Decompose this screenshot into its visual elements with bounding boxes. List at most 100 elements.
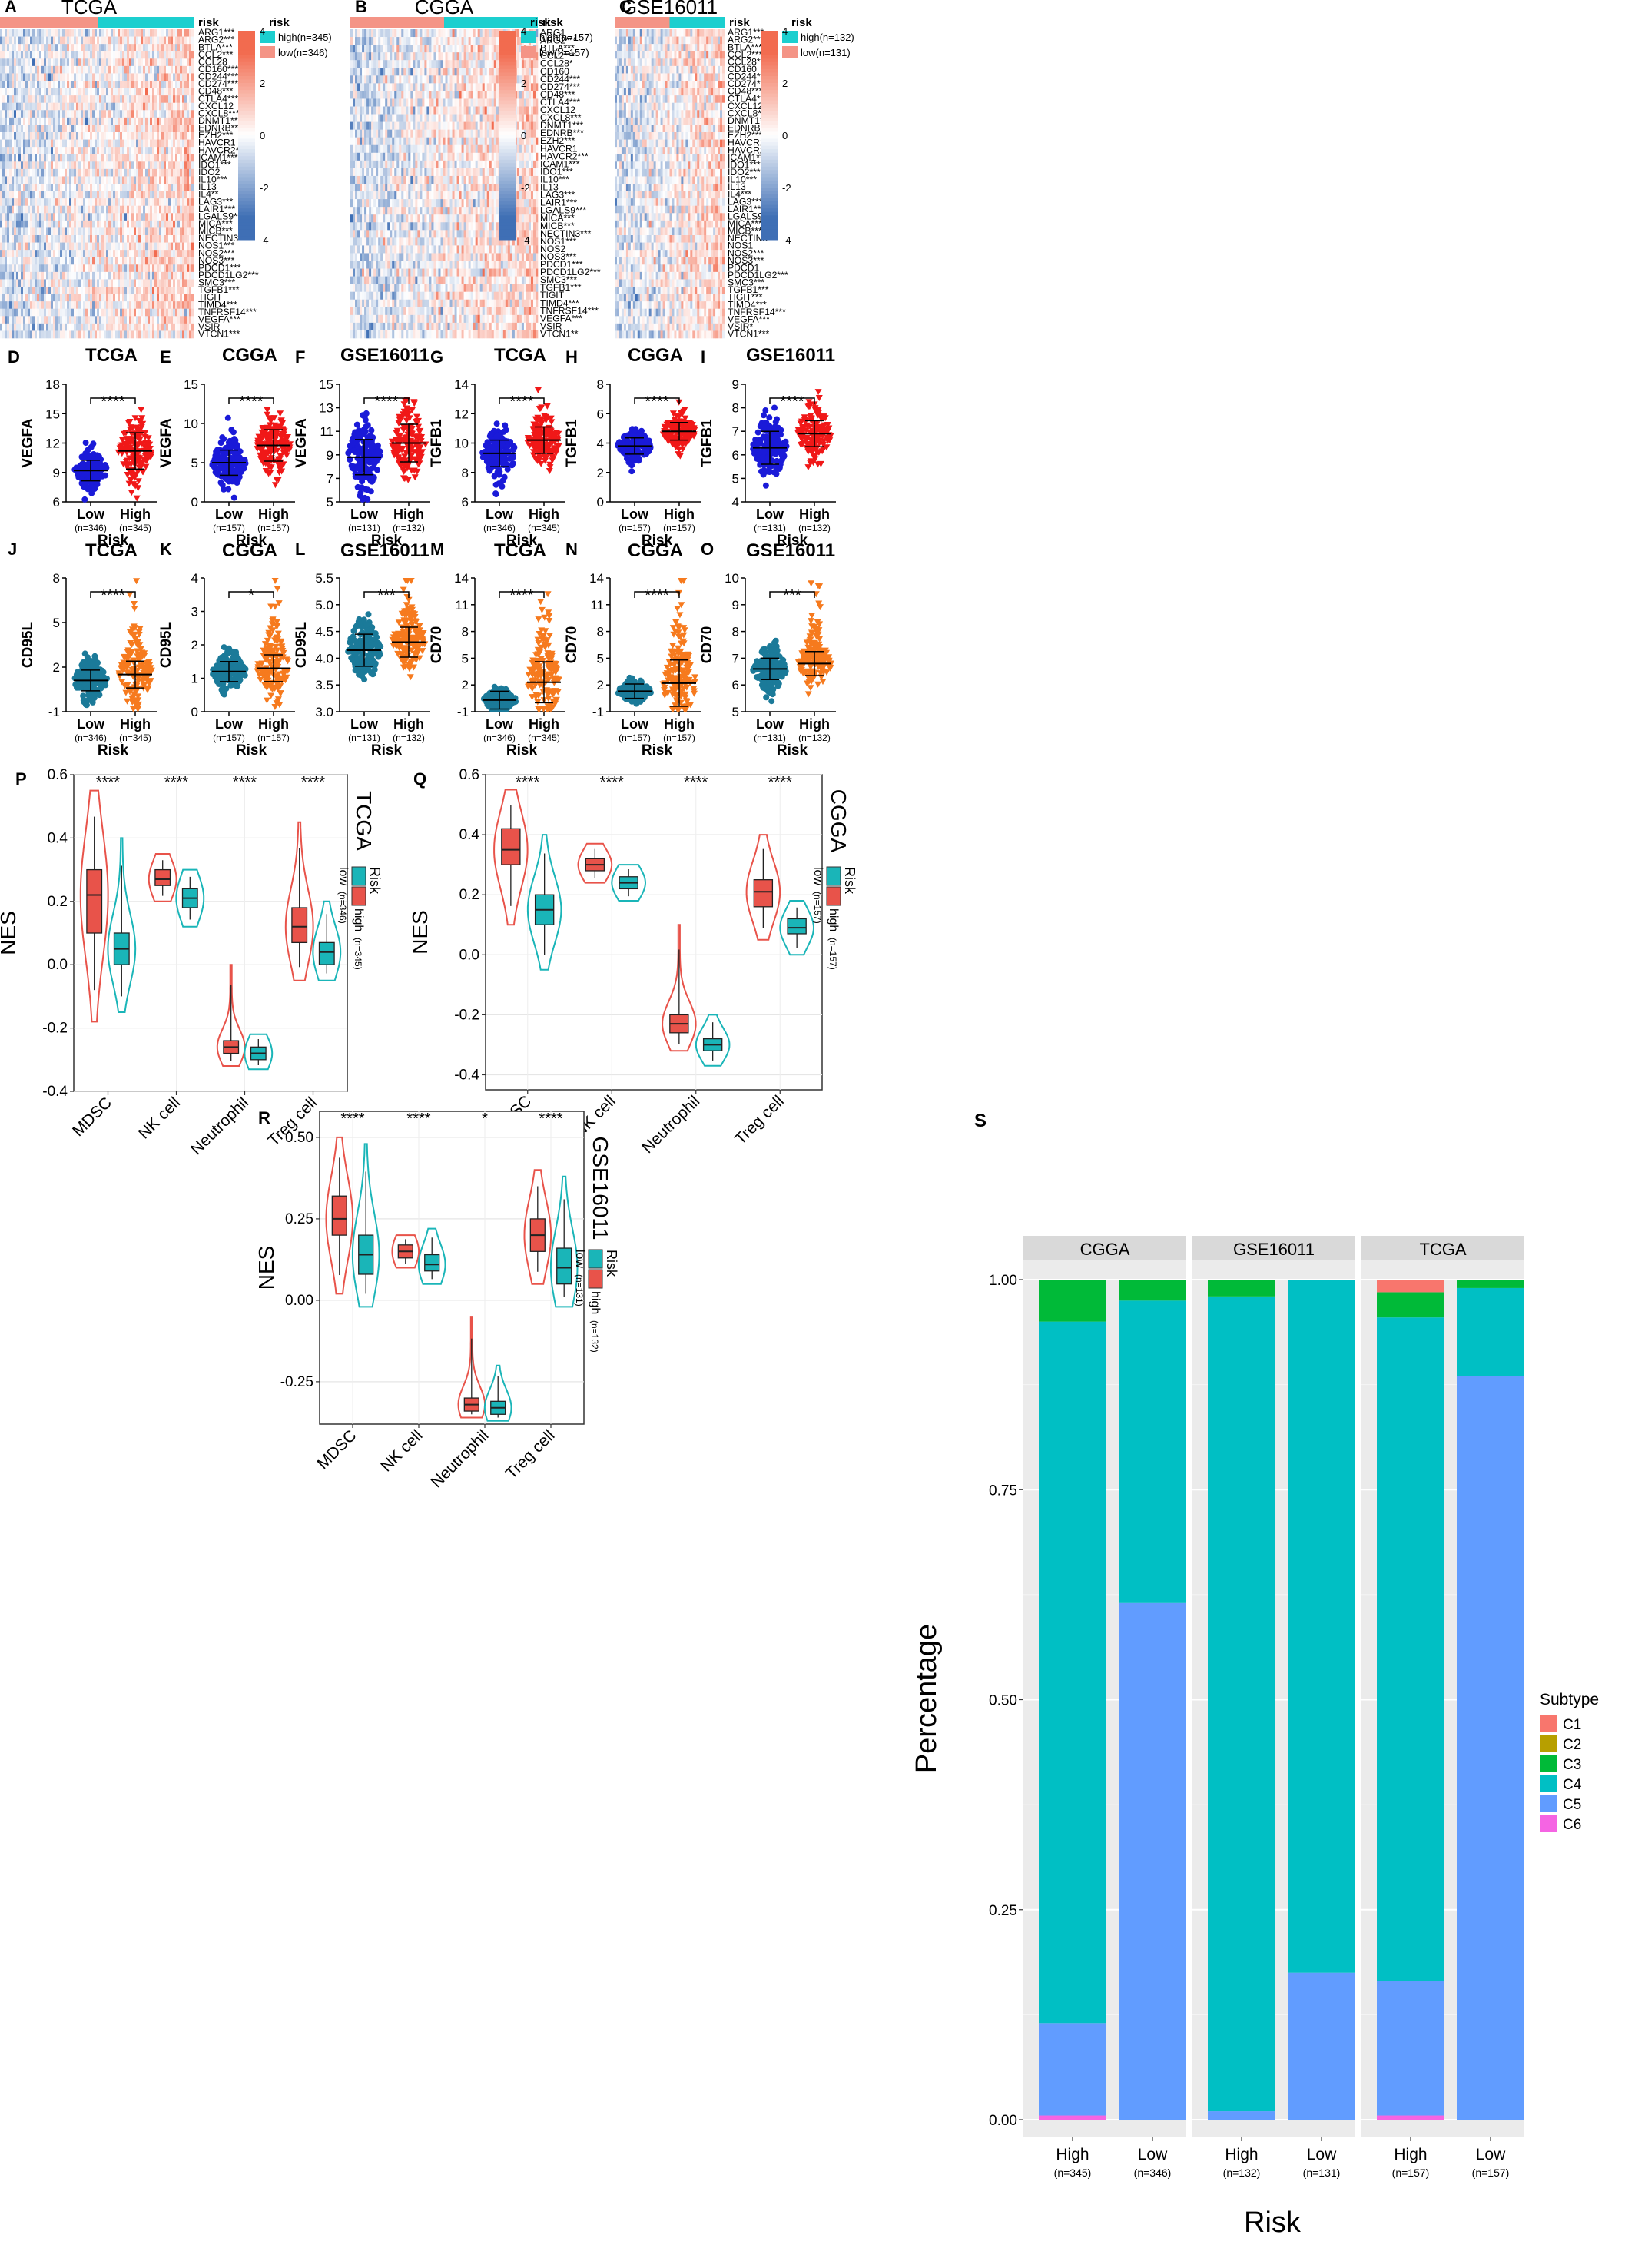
scale-step (238, 218, 255, 223)
heatmap-cell (383, 52, 386, 61)
heatmap-cell (180, 205, 183, 214)
heatmap-cell (124, 205, 128, 214)
heatmap-cell (35, 176, 38, 184)
heatmap-cell (65, 316, 68, 324)
heatmap-cell (53, 176, 56, 184)
heatmap-cell (417, 60, 420, 68)
heatmap-cell (62, 95, 65, 104)
heatmap-cell (74, 73, 77, 81)
heatmap-cell (141, 147, 144, 155)
heatmap-cell (104, 110, 107, 118)
heatmap-cell (417, 137, 420, 146)
heatmap-cell (81, 44, 84, 52)
heatmap-cell (392, 37, 395, 45)
heatmap-cell (14, 95, 17, 104)
heatmap-cell (150, 168, 153, 177)
heatmap-cell (118, 139, 121, 148)
heatmap-cell (37, 330, 40, 339)
heatmap-cell (459, 121, 462, 130)
heatmap-cell (118, 191, 121, 199)
heatmap-cell (143, 110, 146, 118)
heatmap-cell (143, 235, 146, 243)
heatmap-cell (131, 220, 134, 228)
heatmap-cell (182, 125, 185, 133)
heatmap-cell (32, 147, 35, 155)
heatmap-cell (353, 83, 356, 91)
heatmap-cell (35, 125, 38, 133)
heatmap-cell (154, 81, 158, 88)
heatmap-cell (410, 45, 413, 53)
heatmap-cell (145, 125, 148, 133)
heatmap-cell (60, 88, 63, 96)
heatmap-cell (23, 205, 26, 214)
heatmap-cell (60, 213, 63, 221)
heatmap-cell (39, 154, 42, 162)
heatmap-cell (134, 250, 137, 258)
heatmap-cell (408, 37, 411, 45)
heatmap-cell (180, 227, 183, 236)
heatmap-cell (62, 287, 65, 294)
heatmap-cell (81, 301, 84, 310)
heatmap-cell (159, 294, 162, 302)
heatmap-cell (44, 184, 47, 191)
heatmap-cell (48, 279, 51, 287)
risk-bar-high (98, 17, 194, 28)
heatmap-cell (115, 161, 118, 170)
heatmap-cell (111, 235, 114, 243)
heatmap-cell (491, 137, 495, 146)
heatmap-cell (180, 36, 183, 45)
heatmap-cell (88, 147, 91, 155)
heatmap-cell (5, 279, 8, 287)
heatmap-cell (369, 144, 372, 154)
heatmap-cell (380, 29, 383, 38)
heatmap-cell (101, 213, 104, 221)
heatmap-cell (387, 52, 390, 61)
heatmap-cell (521, 106, 525, 115)
heatmap-cell (120, 81, 123, 88)
heatmap-cell (131, 213, 134, 221)
heatmap-cell (124, 235, 128, 243)
heatmap-cell (366, 91, 370, 99)
heatmap-cell (180, 213, 183, 221)
scale-step (238, 170, 255, 174)
heatmap-cell (108, 191, 111, 199)
heatmap-cell (21, 132, 24, 140)
heatmap-cell (85, 125, 88, 133)
heatmap-cell (25, 330, 28, 339)
heatmap-cell (394, 75, 397, 84)
heatmap-cell (39, 73, 42, 81)
heatmap-cell (138, 323, 141, 331)
heatmap-cell (420, 45, 423, 53)
heatmap-cell (35, 294, 38, 302)
heatmap-cell (106, 287, 109, 294)
heatmap-cell (90, 125, 93, 133)
heatmap-cell (7, 250, 10, 258)
heatmap-cell (479, 68, 483, 76)
heatmap-cell (489, 106, 492, 115)
heatmap-cell (69, 205, 72, 214)
heatmap-cell (18, 323, 22, 331)
heatmap-cell (180, 330, 183, 339)
heatmap-cell (410, 121, 413, 130)
heatmap-cell (168, 184, 171, 191)
heatmap-cell (164, 110, 167, 118)
heatmap-cell (380, 91, 383, 99)
heatmap-cell (92, 308, 95, 317)
heatmap-cell (141, 257, 144, 265)
heatmap-cell (150, 161, 153, 170)
heatmap-cell (150, 36, 153, 45)
heatmap-cell (12, 65, 15, 74)
heatmap-cell (62, 161, 65, 170)
heatmap-cell (5, 250, 8, 258)
heatmap-title: CGGA (415, 0, 474, 18)
heatmap-cell (166, 36, 169, 45)
heatmap-cell (392, 98, 395, 107)
heatmap-cell (422, 114, 425, 122)
heatmap-cell (134, 117, 137, 125)
heatmap-cell (28, 58, 31, 67)
heatmap-cell (376, 121, 379, 130)
heatmap-cell (353, 37, 356, 45)
heatmap-cell (475, 114, 478, 122)
heatmap-cell (360, 114, 363, 122)
heatmap-cell (127, 44, 130, 52)
